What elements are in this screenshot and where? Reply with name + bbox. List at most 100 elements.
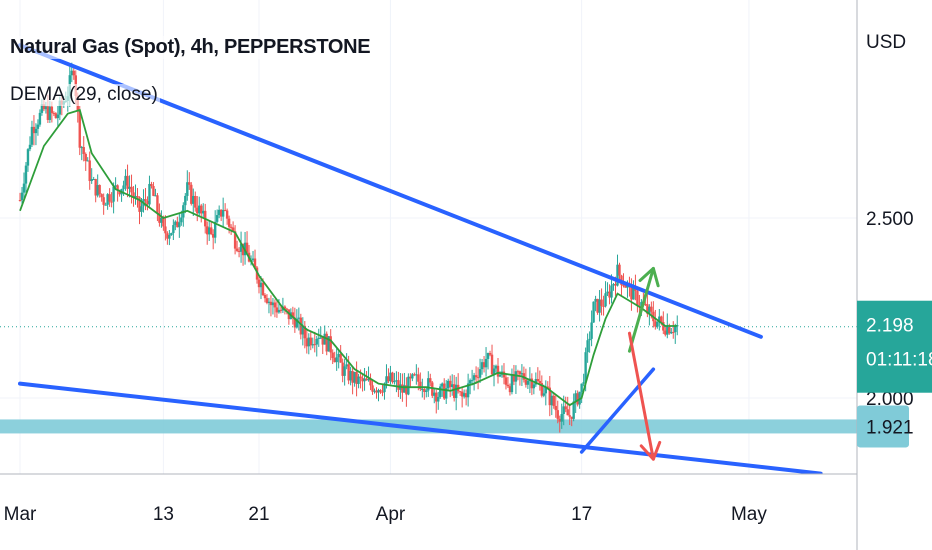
candle-body xyxy=(30,126,34,145)
candle-body xyxy=(28,144,32,150)
candle-body xyxy=(355,371,358,384)
candle-body xyxy=(532,384,536,389)
candle-body xyxy=(267,301,271,303)
candle-body xyxy=(608,291,611,298)
candle-body xyxy=(606,291,609,294)
candle-body xyxy=(524,379,528,385)
arrow-up[interactable] xyxy=(627,266,655,353)
candle-body xyxy=(594,298,597,302)
candle-body xyxy=(447,380,450,389)
time-tick-label: Mar xyxy=(4,504,37,525)
candle-body xyxy=(321,337,324,345)
candle-body xyxy=(415,374,418,376)
candle-body xyxy=(544,386,547,394)
price-axis-panel[interactable] xyxy=(857,0,932,550)
chart-title: Natural Gas (Spot), 4h, PEPPERSTONE xyxy=(8,36,373,59)
candle-body xyxy=(180,217,183,223)
candle-body xyxy=(612,284,615,286)
level-badge[interactable] xyxy=(857,405,909,448)
candle-body xyxy=(174,221,177,226)
candle-body xyxy=(88,160,91,182)
candle-body xyxy=(313,344,316,346)
candle-body xyxy=(245,242,249,253)
candle-body xyxy=(202,210,205,214)
candle-body xyxy=(305,338,308,347)
indicator-legend[interactable]: DEMA (29, close) xyxy=(8,84,160,106)
candle-body xyxy=(118,190,121,195)
candle-body xyxy=(379,390,382,392)
candle-body xyxy=(586,340,589,353)
candle-body xyxy=(488,353,492,355)
arrow-down[interactable] xyxy=(627,331,655,461)
candle-body xyxy=(520,373,524,375)
candle-body xyxy=(239,243,243,252)
candle-body xyxy=(427,378,430,391)
candle-body xyxy=(518,371,522,375)
candle-body xyxy=(367,379,370,381)
candle-body xyxy=(265,298,269,303)
candle-body xyxy=(303,325,307,339)
candle-body xyxy=(484,358,488,368)
candle-body xyxy=(110,201,113,203)
candle-body xyxy=(112,186,115,202)
candle-body xyxy=(223,209,227,211)
candle-body xyxy=(345,364,348,367)
time-axis-panel[interactable] xyxy=(0,474,857,550)
candle-body xyxy=(211,234,215,238)
support-zone-band[interactable] xyxy=(0,419,857,434)
candle-body xyxy=(373,390,376,392)
candle-body xyxy=(435,392,438,402)
candle-body xyxy=(598,299,601,313)
candle-body xyxy=(70,70,73,76)
candle-body xyxy=(215,215,219,222)
lower-trendline[interactable] xyxy=(18,381,823,476)
candle-body xyxy=(421,388,424,390)
candle-body xyxy=(666,325,669,335)
candle-body xyxy=(482,362,486,368)
candle-body xyxy=(393,381,396,383)
candle-body xyxy=(478,369,482,378)
candle-body xyxy=(114,185,117,187)
candle-body xyxy=(514,371,518,382)
dema-line[interactable] xyxy=(19,108,678,407)
candle-body xyxy=(554,405,557,411)
candle-body xyxy=(327,336,330,352)
time-tick-label: 21 xyxy=(248,504,269,525)
candle-body xyxy=(566,409,569,416)
candle-body xyxy=(449,380,452,388)
rising-trendline[interactable] xyxy=(579,367,656,454)
candle-body xyxy=(664,330,667,335)
candle-body xyxy=(508,386,512,393)
candle-body xyxy=(154,195,157,197)
price-tick-label: 2.000 xyxy=(866,389,914,410)
candle-body xyxy=(148,183,151,205)
candle-body xyxy=(552,395,555,406)
candle-body xyxy=(176,221,179,228)
candle-body xyxy=(353,371,356,383)
candle-body xyxy=(468,380,472,384)
candle-body xyxy=(26,149,30,166)
candle-body xyxy=(269,301,273,306)
candle-body xyxy=(596,298,599,313)
candle-body xyxy=(108,194,111,202)
candle-body xyxy=(383,383,386,393)
candle-body xyxy=(411,374,414,379)
candle-body xyxy=(401,384,404,393)
candle-body xyxy=(311,344,314,346)
candle-body xyxy=(90,179,93,182)
candle-body xyxy=(116,185,119,191)
candle-body xyxy=(152,186,155,196)
candle-body xyxy=(162,217,165,227)
candle-body xyxy=(130,186,133,193)
candle-body xyxy=(385,376,388,384)
candle-body xyxy=(140,206,143,212)
candle-body xyxy=(227,218,231,227)
candle-body xyxy=(285,308,289,310)
candle-body xyxy=(208,227,211,235)
last-price-badge[interactable] xyxy=(857,300,932,393)
candle-body xyxy=(319,337,322,339)
candle-body xyxy=(433,392,436,396)
candle-body xyxy=(474,375,478,378)
